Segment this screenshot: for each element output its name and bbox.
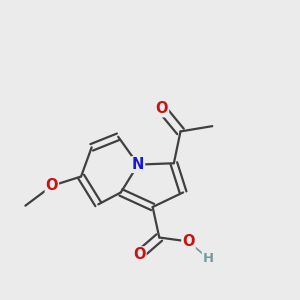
- Text: O: O: [182, 234, 195, 249]
- Text: O: O: [133, 247, 145, 262]
- Text: N: N: [132, 157, 144, 172]
- Text: H: H: [203, 252, 214, 265]
- Text: O: O: [46, 178, 58, 193]
- Text: O: O: [156, 101, 168, 116]
